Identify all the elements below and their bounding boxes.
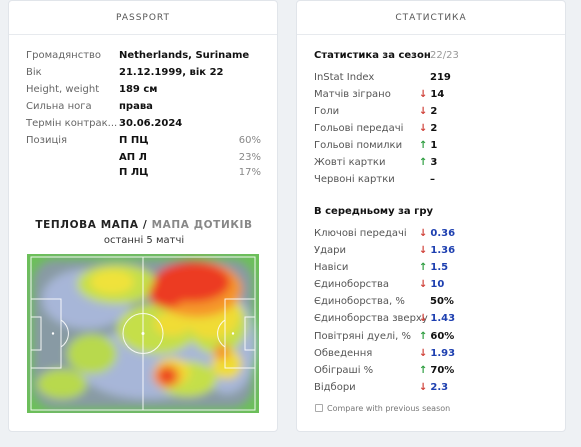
- arrow-up-icon: ↑: [419, 331, 428, 342]
- age-value: 21.12.1999, вік 22: [119, 67, 224, 78]
- average-stats-title: В середньому за гру: [314, 206, 434, 217]
- stat-label: Обіграші %: [314, 365, 374, 376]
- arrow-down-icon: ↓: [419, 89, 428, 100]
- stat-value: ↓ 1.36: [419, 245, 456, 256]
- season-label[interactable]: 22/23: [430, 50, 459, 61]
- contract-label: Термін контрак...: [26, 118, 118, 129]
- arrow-down-icon: ↓: [419, 106, 428, 117]
- compare-label: Compare with previous season: [327, 404, 451, 413]
- stat-value: ↑ 3: [419, 157, 438, 168]
- heatmap-title-separator: /: [138, 219, 152, 231]
- stat-value: ↓ 14: [419, 89, 445, 100]
- height-value: 189 см: [119, 84, 158, 95]
- arrow-down-icon: ↓: [419, 228, 428, 239]
- stat-value: –: [430, 174, 435, 185]
- stat-value: ↑ 60%: [419, 331, 455, 342]
- arrow-down-icon: ↓: [419, 382, 428, 393]
- stat-value: ↓ 2: [419, 106, 438, 117]
- stat-label: Відбори: [314, 382, 356, 393]
- stat-label: Гольові помилки: [314, 140, 403, 151]
- stat-value: ↓ 2: [419, 123, 438, 134]
- checkbox-icon[interactable]: [315, 404, 323, 412]
- stat-label: Повітряні дуелі, %: [314, 331, 412, 342]
- citizenship-value: Netherlands, Suriname: [119, 50, 250, 61]
- stat-label: Голи: [314, 106, 340, 117]
- stat-value: ↓ 1.93: [419, 348, 456, 359]
- stat-value: ↓ 10: [419, 279, 445, 290]
- arrow-up-icon: ↑: [419, 157, 428, 168]
- position-name: П ЛЦ: [119, 167, 149, 178]
- touchmap-tab[interactable]: МАПА ДОТИКІВ: [151, 219, 253, 231]
- foot-value: права: [119, 101, 153, 112]
- heatmap-tab[interactable]: ТЕПЛОВА МАПА: [35, 219, 139, 231]
- citizenship-label: Громадянство: [26, 50, 102, 61]
- stat-label: Жовті картки: [314, 157, 386, 168]
- season-stats-title: Статистика за сезон: [314, 50, 431, 61]
- statistics-card: СТАТИСТИКА Статистика за сезон 22/23 InS…: [296, 0, 566, 432]
- contract-value: 30.06.2024: [119, 118, 183, 129]
- passport-title: PASSPORT: [9, 1, 277, 35]
- stat-label: Червоні картки: [314, 174, 395, 185]
- position-name: П ПЦ: [119, 135, 149, 146]
- stat-value: 219: [430, 72, 451, 83]
- stat-value: ↑ 1.5: [419, 262, 449, 273]
- arrow-up-icon: ↑: [419, 262, 428, 273]
- arrow-down-icon: ↓: [419, 245, 428, 256]
- foot-label: Сильна нога: [26, 101, 92, 112]
- position-pct: 23%: [238, 152, 261, 163]
- stat-label: Навіси: [314, 262, 349, 273]
- stat-label: Матчів зіграно: [314, 89, 391, 100]
- statistics-title: СТАТИСТИКА: [297, 1, 565, 35]
- arrow-down-icon: ↓: [419, 348, 428, 359]
- stat-value: ↑ 70%: [419, 365, 455, 376]
- arrow-up-icon: ↑: [419, 365, 428, 376]
- stat-value: ↑ 1: [419, 140, 438, 151]
- position-label: Позиція: [26, 135, 68, 146]
- arrow-down-icon: ↓: [419, 279, 428, 290]
- age-label: Вік: [26, 67, 42, 78]
- heatmap-title: ТЕПЛОВА МАПА / МАПА ДОТИКІВ: [9, 219, 279, 231]
- arrow-down-icon: ↓: [419, 123, 428, 134]
- passport-card: PASSPORT Громадянство Netherlands, Surin…: [8, 0, 278, 432]
- heatmap-pitch: [27, 254, 259, 413]
- stat-label: Гольові передачі: [314, 123, 404, 134]
- stat-value: ↓ 2.3: [419, 382, 449, 393]
- stat-value: ↓ 1.43: [419, 313, 456, 324]
- stat-label: Єдиноборства: [314, 279, 390, 290]
- arrow-down-icon: ↓: [419, 313, 428, 324]
- heatmap-subtitle: останні 5 матчі: [103, 235, 185, 246]
- stat-value: ↓ 0.36: [419, 228, 456, 239]
- stat-label: Обведення: [314, 348, 373, 359]
- position-pct: 60%: [238, 135, 261, 146]
- compare-previous-season-checkbox[interactable]: Compare with previous season: [315, 404, 450, 413]
- arrow-up-icon: ↑: [419, 140, 428, 151]
- stat-label: Ключові передачі: [314, 228, 407, 239]
- position-pct: 17%: [238, 167, 261, 178]
- stat-label: Єдиноборства зверху: [314, 313, 428, 324]
- stat-label: InStat Index: [314, 72, 375, 83]
- height-label: Height, weight: [26, 84, 100, 95]
- stat-label: Єдиноборства, %: [314, 296, 405, 307]
- stat-value: 50%: [430, 296, 454, 307]
- stat-label: Удари: [314, 245, 346, 256]
- position-name: АП Л: [119, 152, 147, 163]
